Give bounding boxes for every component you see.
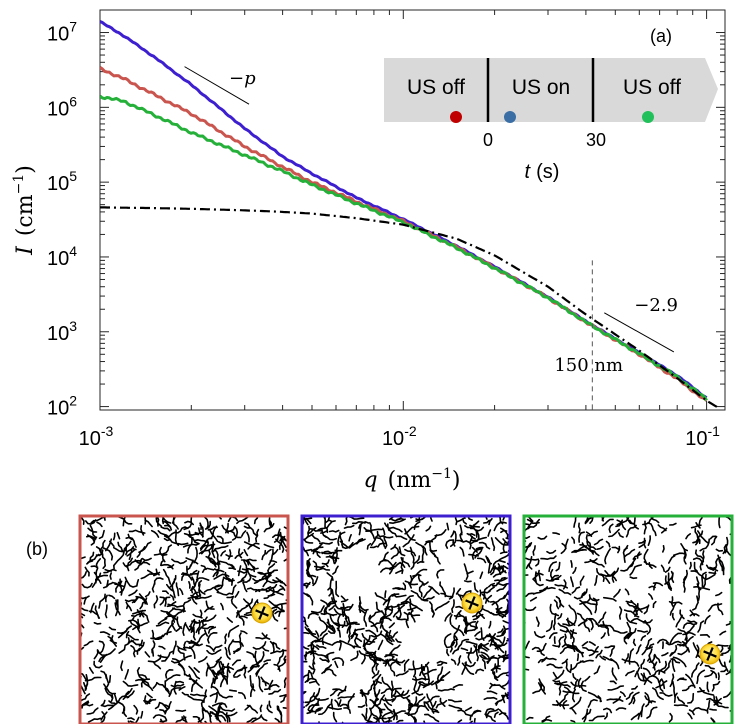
annotation-layer: −p −2.9 150 nm (184, 66, 678, 410)
slope-p-label: −p (229, 68, 256, 89)
network-strands (524, 516, 732, 724)
timeline-arrow (384, 58, 718, 122)
timeline-segment-3: US off (623, 76, 681, 99)
highlight-ball-cluster (703, 647, 717, 661)
timeline-dot-before (450, 111, 462, 123)
timeline-axis-label: t (s) (525, 161, 560, 183)
x-tick-label-0: 10-3 (79, 423, 114, 450)
cutoff-label: 150 nm (554, 355, 623, 376)
x-tick-base: 10 (79, 428, 101, 450)
timeline-inset: US off US on US off 0 30 t (s) (384, 58, 718, 183)
network-frame-3 (522, 514, 734, 724)
slope-29-label: −2.9 (634, 295, 678, 316)
timeline-tick-0: 0 (483, 130, 493, 150)
y-tick-base: 10 (47, 98, 69, 120)
y-tick-label-2: 104 (47, 243, 77, 270)
timeline-dot-after (642, 111, 654, 123)
series-layer (100, 20, 720, 410)
y-tick-exp: 7 (69, 19, 77, 35)
y-tick-base: 10 (47, 173, 69, 195)
network-pattern (80, 516, 288, 724)
network-border (522, 514, 734, 724)
network-border (78, 514, 290, 724)
x-axis-label: q (nm−1) (364, 466, 461, 493)
y-tick-base: 10 (47, 24, 69, 46)
y-tick-base: 10 (47, 398, 69, 420)
slope-29-line (604, 312, 675, 353)
highlight-ball-cluster (465, 596, 479, 610)
panel-a-label: (a) (650, 26, 672, 46)
x-tick-base: 10 (382, 428, 404, 450)
x-tick-exp: -1 (707, 423, 720, 439)
network-pattern (524, 516, 732, 724)
network-frame-1 (78, 514, 290, 724)
y-tick-label-0: 102 (47, 393, 77, 420)
y-tick-exp: 4 (69, 243, 77, 259)
network-border (300, 514, 512, 724)
series-line-fit (100, 206, 720, 410)
y-minor-ticks (100, 9, 725, 411)
highlight-ball-cluster (255, 606, 269, 620)
x-minor-ticks (190, 10, 694, 410)
y-tick-exp: 2 (69, 393, 77, 409)
y-axis-label: I(cm−1) (11, 165, 38, 256)
x-tick-exp: -2 (404, 423, 417, 439)
network-strands (302, 516, 510, 724)
y-tick-base: 10 (47, 248, 69, 270)
y-tick-exp: 3 (69, 318, 77, 334)
x-tick-label-2: 10-1 (685, 423, 720, 450)
y-tick-label-1: 103 (47, 318, 77, 345)
y-tick-label-4: 106 (47, 93, 77, 120)
y-tick-label-3: 105 (47, 168, 77, 195)
series-line-us-off-after (100, 94, 708, 402)
panel-b (78, 514, 734, 724)
timeline-tick-30: 30 (586, 130, 606, 150)
x-tick-label-1: 10-2 (382, 423, 417, 450)
network-pattern (302, 516, 510, 724)
y-tick-exp: 5 (69, 168, 77, 184)
x-tick-exp: -3 (101, 423, 114, 439)
timeline-segment-2: US on (512, 76, 570, 99)
y-tick-label-5: 107 (47, 19, 77, 46)
panel-b-label: (b) (26, 539, 48, 559)
y-tick-exp: 6 (69, 93, 77, 109)
network-strands (80, 516, 288, 724)
network-frame-2 (300, 514, 512, 724)
x-tick-base: 10 (685, 428, 707, 450)
timeline-dot-during (504, 111, 516, 123)
slope-p-line (184, 66, 250, 105)
timeline-segment-1: US off (407, 76, 465, 99)
x-axis-ticks: 10-3 10-2 10-1 (79, 10, 720, 450)
y-tick-base: 10 (47, 323, 69, 345)
